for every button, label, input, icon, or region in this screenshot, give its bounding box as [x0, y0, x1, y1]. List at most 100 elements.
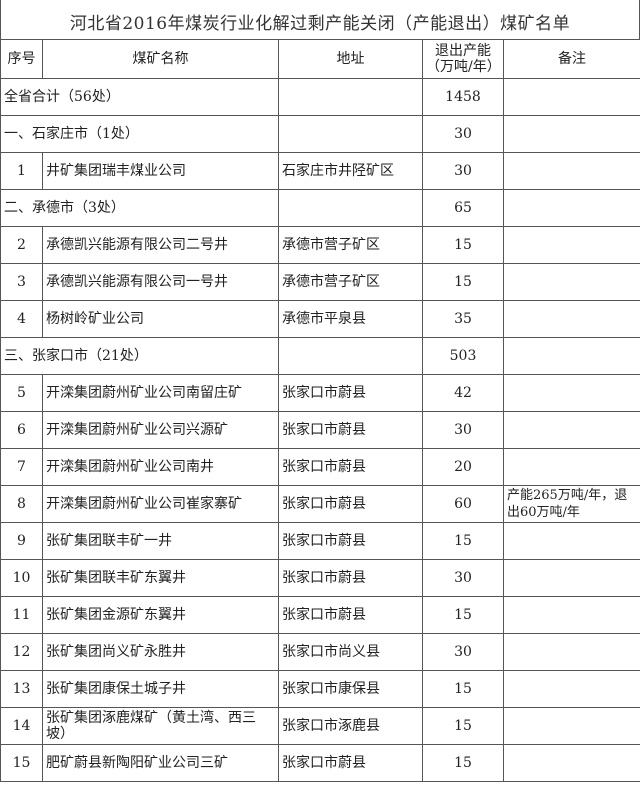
- cell-capacity: 15: [422, 522, 504, 560]
- table-row: 2 承德凯兴能源有限公司二号井 承德市营子矿区 15: [0, 226, 640, 264]
- cell-note: [503, 189, 640, 227]
- table-row: 7 开滦集团蔚州矿业公司南井 张家口市蔚县 20: [0, 448, 640, 486]
- cell-index: 11: [0, 596, 43, 634]
- cell-note: [503, 670, 640, 708]
- cell-address: 张家口市蔚县: [278, 411, 423, 449]
- table-row: 9 张矿集团联丰矿一井 张家口市蔚县 15: [0, 522, 640, 560]
- cell-address: [278, 115, 423, 153]
- cell-capacity: 15: [422, 263, 504, 301]
- cell-capacity: 30: [422, 115, 504, 153]
- cell-index: 3: [0, 263, 43, 301]
- cell-name: 全省合计（56处）: [0, 78, 279, 116]
- cell-note: [503, 411, 640, 449]
- cell-capacity: 42: [422, 374, 504, 412]
- cell-capacity: 30: [422, 633, 504, 671]
- cell-address: [278, 189, 423, 227]
- cell-address: 张家口市蔚县: [278, 522, 423, 560]
- coal-mine-table: 序号 煤矿名称 地址 退出产能（万吨/年） 备注 全省合计（56处） 1458 一、…: [0, 39, 640, 782]
- cell-name: 井矿集团瑞丰煤业公司: [42, 152, 279, 190]
- cell-address: 张家口市康保县: [278, 670, 423, 708]
- cell-note: [503, 263, 640, 301]
- cell-capacity: 15: [422, 596, 504, 634]
- cell-index: 15: [0, 744, 43, 782]
- cell-index: 7: [0, 448, 43, 486]
- cell-note: [503, 115, 640, 153]
- cell-name: 张矿集团涿鹿煤矿（黄土湾、西三坡）: [42, 707, 279, 745]
- table-row: 10 张矿集团联丰矿东翼井 张家口市蔚县 30: [0, 559, 640, 597]
- summary-row: 全省合计（56处） 1458: [0, 78, 640, 116]
- cell-note: [503, 374, 640, 412]
- table-row: 1 井矿集团瑞丰煤业公司 石家庄市井陉矿区 30: [0, 152, 640, 190]
- cell-name: 张矿集团联丰矿东翼井: [42, 559, 279, 597]
- cell-index: 4: [0, 300, 43, 338]
- cell-capacity: 15: [422, 226, 504, 264]
- table-row: 13 张矿集团康保土城子井 张家口市康保县 15: [0, 670, 640, 708]
- cell-note: [503, 448, 640, 486]
- table-row: 12 张矿集团尚义矿永胜井 张家口市尚义县 30: [0, 633, 640, 671]
- cell-address: 石家庄市井陉矿区: [278, 152, 423, 190]
- cell-address: 承德市营子矿区: [278, 263, 423, 301]
- table-row: 3 承德凯兴能源有限公司一号井 承德市营子矿区 15: [0, 263, 640, 301]
- cell-address: 张家口市尚义县: [278, 633, 423, 671]
- cell-capacity: 15: [422, 707, 504, 745]
- cell-name: 张矿集团联丰矿一井: [42, 522, 279, 560]
- cell-address: [278, 78, 423, 116]
- header-capacity: 退出产能（万吨/年）: [422, 39, 504, 79]
- cell-index: 10: [0, 559, 43, 597]
- cell-note: 产能265万吨/年，退出60万吨/年: [503, 485, 640, 523]
- table-header-row: 序号 煤矿名称 地址 退出产能（万吨/年） 备注: [0, 39, 640, 79]
- cell-name: 承德凯兴能源有限公司二号井: [42, 226, 279, 264]
- cell-note: [503, 707, 640, 745]
- cell-address: 承德市营子矿区: [278, 226, 423, 264]
- cell-capacity: 65: [422, 189, 504, 227]
- table-row: 4 杨树岭矿业公司 承德市平泉县 35: [0, 300, 640, 338]
- table-row: 11 张矿集团金源矿东翼井 张家口市蔚县 15: [0, 596, 640, 634]
- table-row: 15 肥矿蔚县新陶阳矿业公司三矿 张家口市蔚县 15: [0, 744, 640, 782]
- cell-capacity: 30: [422, 411, 504, 449]
- cell-name: 三、张家口市（21处）: [0, 337, 279, 375]
- cell-capacity: 30: [422, 559, 504, 597]
- group-row: 二、承德市（3处） 65: [0, 189, 640, 227]
- table-row: 14 张矿集团涿鹿煤矿（黄土湾、西三坡） 张家口市涿鹿县 15: [0, 707, 640, 745]
- group-row: 一、石家庄市（1处） 30: [0, 115, 640, 153]
- cell-note: [503, 337, 640, 375]
- cell-capacity: 15: [422, 670, 504, 708]
- cell-name: 张矿集团尚义矿永胜井: [42, 633, 279, 671]
- cell-note: [503, 522, 640, 560]
- cell-name: 杨树岭矿业公司: [42, 300, 279, 338]
- cell-note: [503, 596, 640, 634]
- cell-capacity: 15: [422, 744, 504, 782]
- header-address: 地址: [278, 39, 423, 79]
- cell-note: [503, 559, 640, 597]
- table-row: 8 开滦集团蔚州矿业公司崔家寨矿 张家口市蔚县 60 产能265万吨/年，退出60万吨/…: [0, 485, 640, 523]
- cell-name: 开滦集团蔚州矿业公司崔家寨矿: [42, 485, 279, 523]
- cell-capacity: 60: [422, 485, 504, 523]
- cell-capacity: 35: [422, 300, 504, 338]
- cell-index: 2: [0, 226, 43, 264]
- cell-index: 5: [0, 374, 43, 412]
- cell-name: 二、承德市（3处）: [0, 189, 279, 227]
- cell-address: 张家口市涿鹿县: [278, 707, 423, 745]
- cell-index: 13: [0, 670, 43, 708]
- cell-index: 8: [0, 485, 43, 523]
- cell-address: [278, 337, 423, 375]
- header-name: 煤矿名称: [42, 39, 279, 79]
- cell-note: [503, 744, 640, 782]
- cell-name: 一、石家庄市（1处）: [0, 115, 279, 153]
- cell-address: 张家口市蔚县: [278, 744, 423, 782]
- cell-note: [503, 300, 640, 338]
- cell-index: 12: [0, 633, 43, 671]
- cell-name: 张矿集团金源矿东翼井: [42, 596, 279, 634]
- cell-name: 肥矿蔚县新陶阳矿业公司三矿: [42, 744, 279, 782]
- header-index: 序号: [0, 39, 43, 79]
- cell-index: 14: [0, 707, 43, 745]
- cell-capacity: 30: [422, 152, 504, 190]
- cell-address: 张家口市蔚县: [278, 448, 423, 486]
- table-row: 5 开滦集团蔚州矿业公司南留庄矿 张家口市蔚县 42: [0, 374, 640, 412]
- cell-note: [503, 78, 640, 116]
- group-row: 三、张家口市（21处） 503: [0, 337, 640, 375]
- cell-note: [503, 226, 640, 264]
- document-title: 河北省2016年煤炭行业化解过剩产能关闭（产能退出）煤矿名单: [0, 0, 640, 39]
- cell-address: 张家口市蔚县: [278, 559, 423, 597]
- cell-name: 开滦集团蔚州矿业公司兴源矿: [42, 411, 279, 449]
